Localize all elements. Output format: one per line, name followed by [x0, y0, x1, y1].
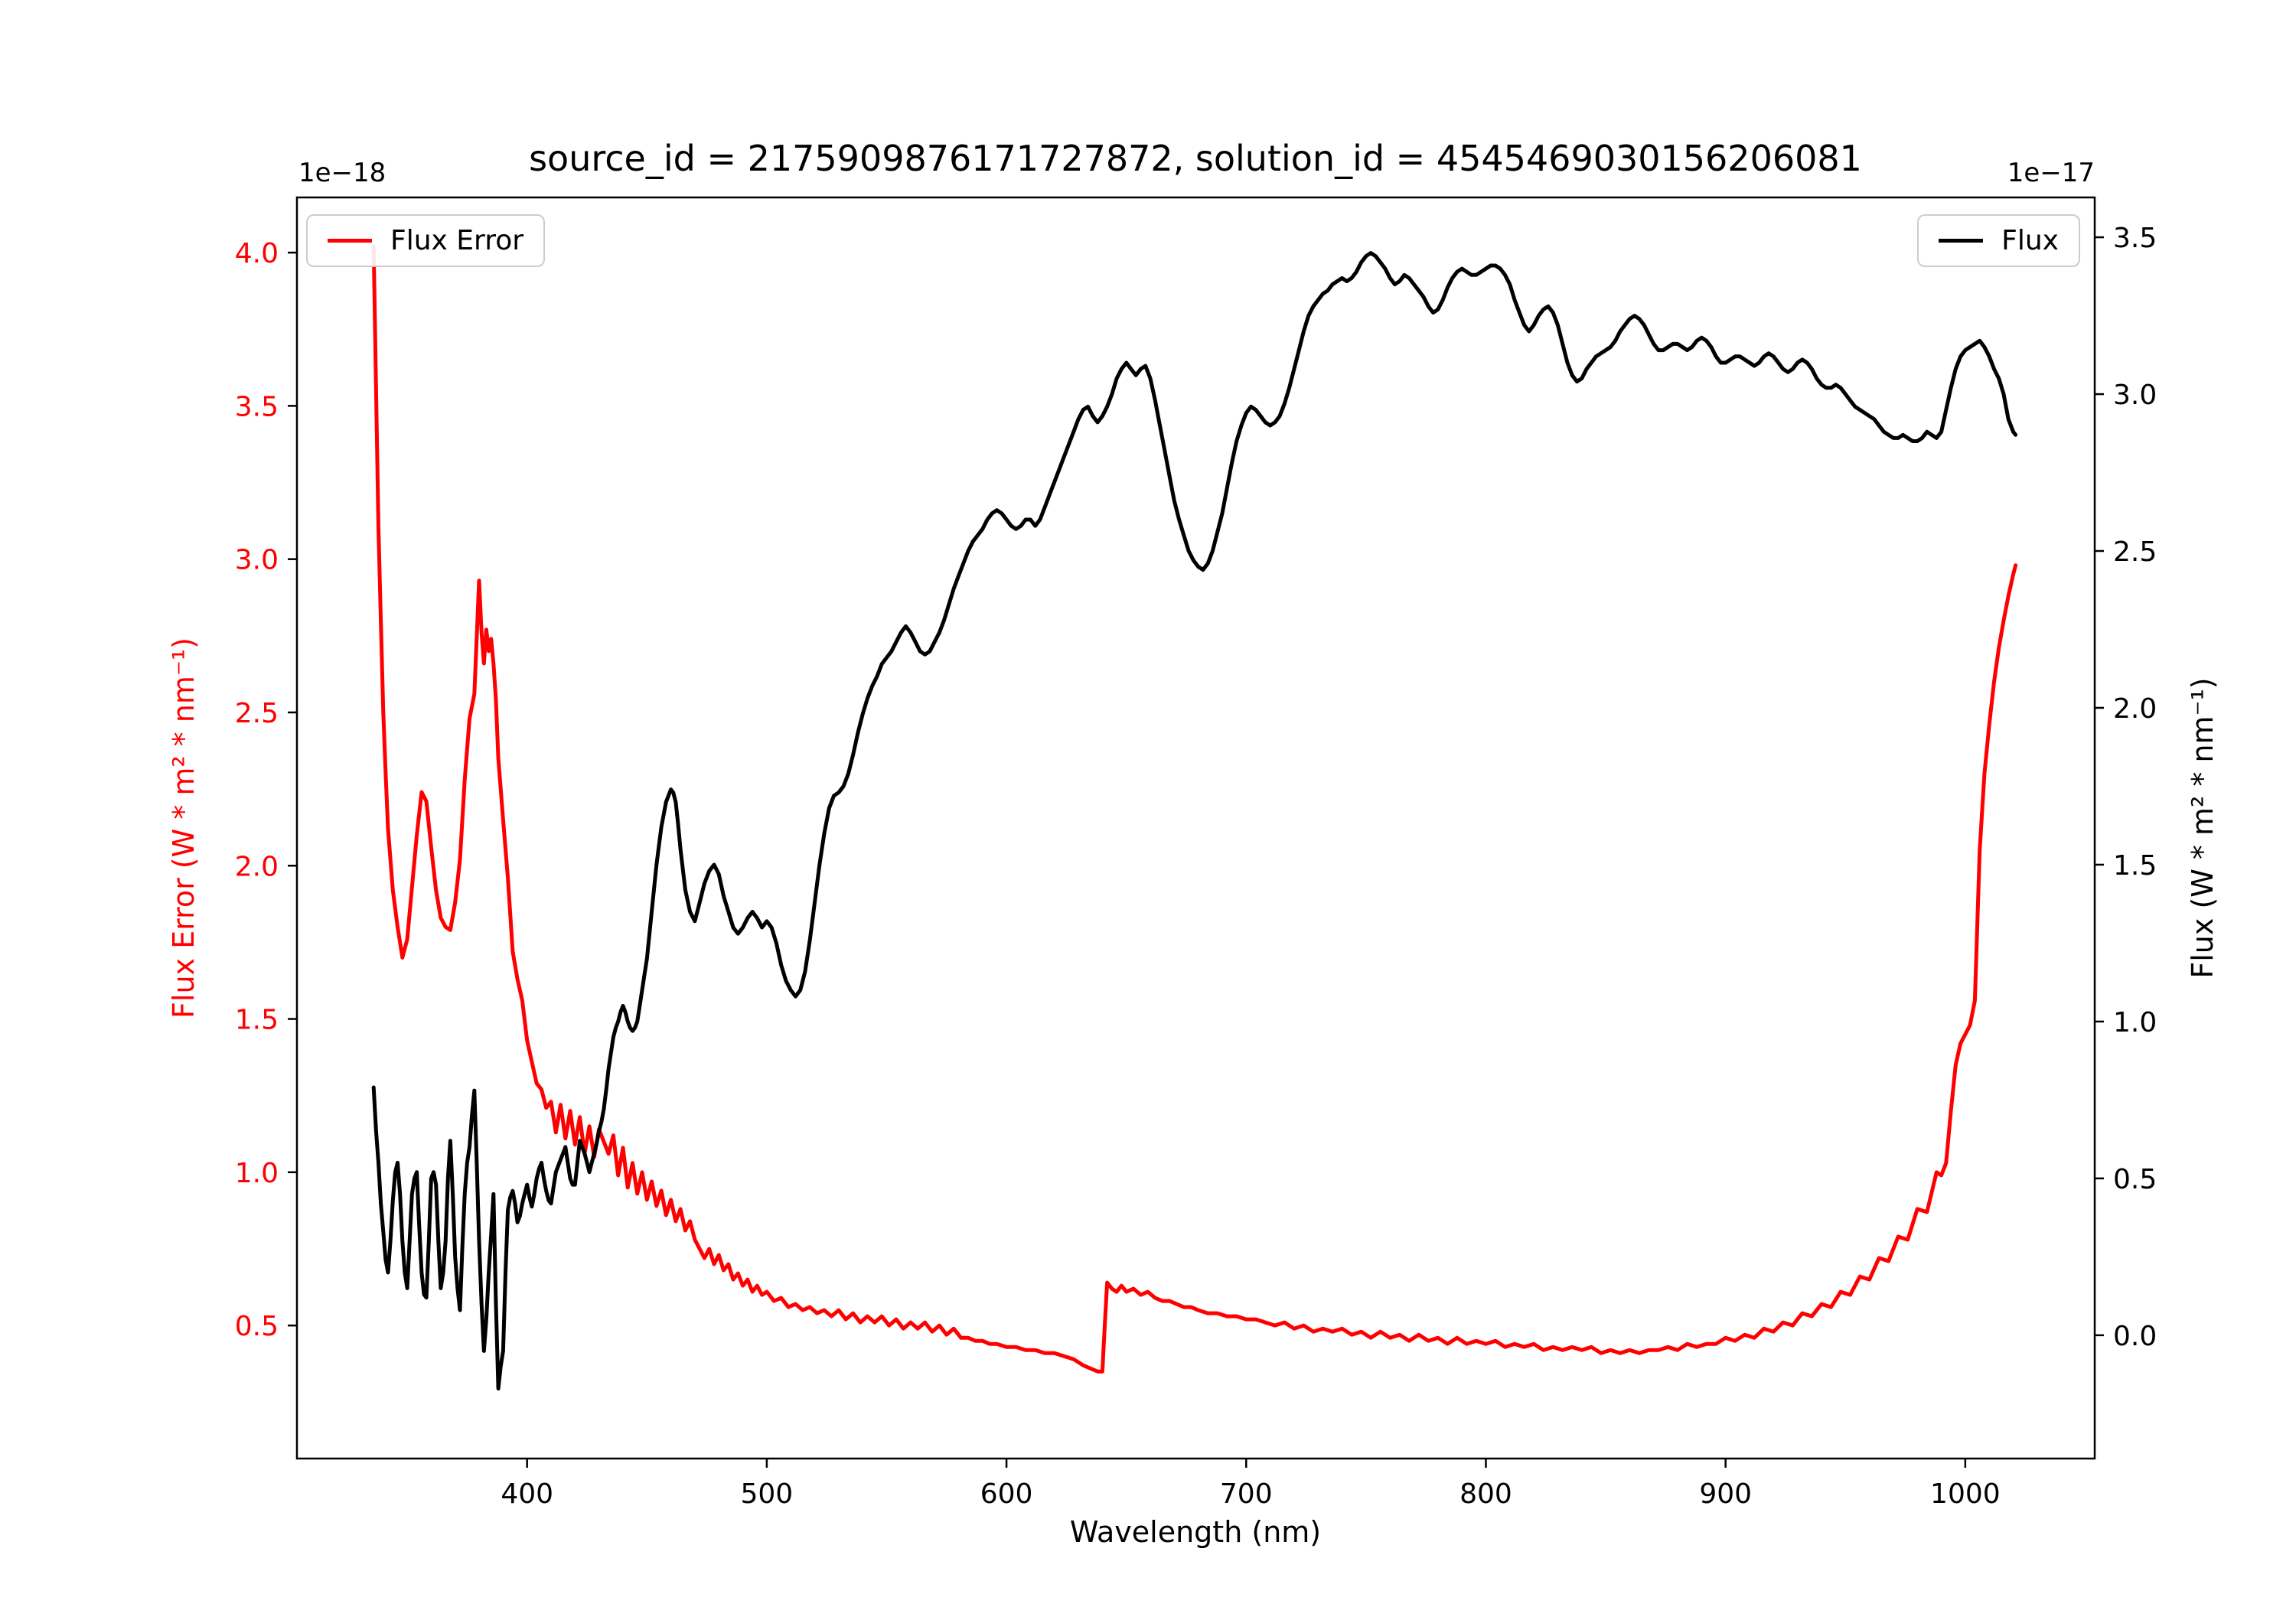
x-tick-label: 1000 — [1930, 1478, 2001, 1510]
y-right-tick-label: 3.5 — [2113, 223, 2157, 254]
y-left-tick-label: 4.0 — [235, 238, 279, 269]
x-tick-label: 500 — [741, 1478, 794, 1510]
y-left-tick-label: 3.0 — [235, 545, 279, 576]
y-right-tick-label: 0.0 — [2113, 1321, 2157, 1352]
y-right-tick-label: 1.5 — [2113, 850, 2157, 882]
y-left-tick-label: 2.5 — [235, 698, 279, 729]
y-left-tick-label: 0.5 — [235, 1311, 279, 1342]
x-tick-label: 600 — [980, 1478, 1033, 1510]
flux-error-legend-label: Flux Error — [390, 225, 524, 256]
y-left-tick-label: 1.5 — [235, 1005, 279, 1036]
flux-legend-label: Flux — [2001, 225, 2059, 256]
x-axis-label: Wavelength (nm) — [1069, 1515, 1322, 1549]
y-left-tick-label: 3.5 — [235, 391, 279, 422]
plot-border — [295, 196, 2096, 1460]
x-tick-label: 900 — [1699, 1478, 1752, 1510]
right-axis-label: Flux (W * m² * nm⁻¹) — [2186, 677, 2219, 979]
flux-legend: Flux — [1917, 214, 2080, 267]
y-right-tick-label: 2.0 — [2113, 693, 2157, 725]
flux-line — [371, 251, 2018, 1391]
flux-error-legend-swatch — [328, 239, 372, 243]
flux-error-line — [371, 244, 2018, 1374]
x-tick-label: 800 — [1459, 1478, 1512, 1510]
left-axis-label: Flux Error (W * m² * nm⁻¹) — [167, 637, 201, 1019]
y-right-tick-label: 0.5 — [2113, 1164, 2157, 1195]
y-left-tick-label: 2.0 — [235, 851, 279, 882]
x-tick-label: 700 — [1220, 1478, 1273, 1510]
right-axis-offset-text: 1e−17 — [2007, 158, 2095, 188]
chart-title: source_id = 2175909876171727872, solutio… — [529, 138, 1862, 179]
y-left-tick-label: 1.0 — [235, 1158, 279, 1189]
flux-error-legend: Flux Error — [306, 214, 546, 267]
left-axis-offset-text: 1e−18 — [298, 158, 386, 188]
y-right-tick-label: 3.0 — [2113, 380, 2157, 411]
y-right-tick-label: 1.0 — [2113, 1007, 2157, 1038]
y-right-tick-label: 2.5 — [2113, 536, 2157, 568]
flux-legend-swatch — [1939, 239, 1984, 243]
x-tick-label: 400 — [501, 1478, 553, 1510]
